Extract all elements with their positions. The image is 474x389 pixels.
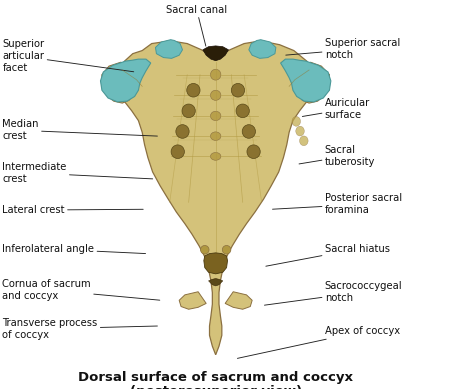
Ellipse shape [296,126,304,136]
Text: (posterosuperior view): (posterosuperior view) [129,385,302,389]
Text: Dorsal surface of sacrum and coccyx: Dorsal surface of sacrum and coccyx [78,371,353,384]
Ellipse shape [292,117,301,126]
Text: Posterior sacral
foramina: Posterior sacral foramina [273,193,402,215]
Text: Intermediate
crest: Intermediate crest [2,162,153,184]
Text: Superior sacral
notch: Superior sacral notch [286,38,400,60]
Ellipse shape [187,84,200,97]
Polygon shape [203,46,228,61]
Ellipse shape [182,104,195,118]
Text: Sacral
tuberosity: Sacral tuberosity [299,145,375,166]
Ellipse shape [231,84,245,97]
Ellipse shape [210,111,221,121]
Text: Auricular
surface: Auricular surface [302,98,370,120]
Text: Sacrococcygeal
notch: Sacrococcygeal notch [264,281,402,305]
Ellipse shape [210,132,221,140]
Polygon shape [209,279,223,286]
Polygon shape [296,62,329,103]
Polygon shape [155,40,182,58]
Ellipse shape [210,90,221,100]
Text: Cornua of sacrum
and coccyx: Cornua of sacrum and coccyx [2,279,160,301]
Polygon shape [100,59,151,102]
Ellipse shape [201,245,209,254]
Polygon shape [102,62,135,103]
Text: Sacral hiatus: Sacral hiatus [266,244,390,266]
Text: Sacral canal: Sacral canal [166,5,227,46]
Ellipse shape [210,69,221,80]
Polygon shape [281,59,331,102]
Text: Apex of coccyx: Apex of coccyx [237,326,400,358]
Polygon shape [249,40,276,58]
Ellipse shape [300,136,308,146]
Polygon shape [225,292,252,309]
Text: Inferolateral angle: Inferolateral angle [2,244,146,254]
Ellipse shape [210,152,221,160]
Polygon shape [118,41,313,355]
Polygon shape [179,292,206,309]
Ellipse shape [242,124,255,138]
Ellipse shape [176,124,189,138]
Ellipse shape [222,245,231,254]
Ellipse shape [236,104,249,118]
Text: Median
crest: Median crest [2,119,157,141]
Ellipse shape [247,145,260,159]
Text: Transverse process
of coccyx: Transverse process of coccyx [2,318,157,340]
Ellipse shape [171,145,184,159]
Text: Lateral crest: Lateral crest [2,205,143,215]
Polygon shape [204,253,228,274]
Text: Superior
articular
facet: Superior articular facet [2,39,134,74]
